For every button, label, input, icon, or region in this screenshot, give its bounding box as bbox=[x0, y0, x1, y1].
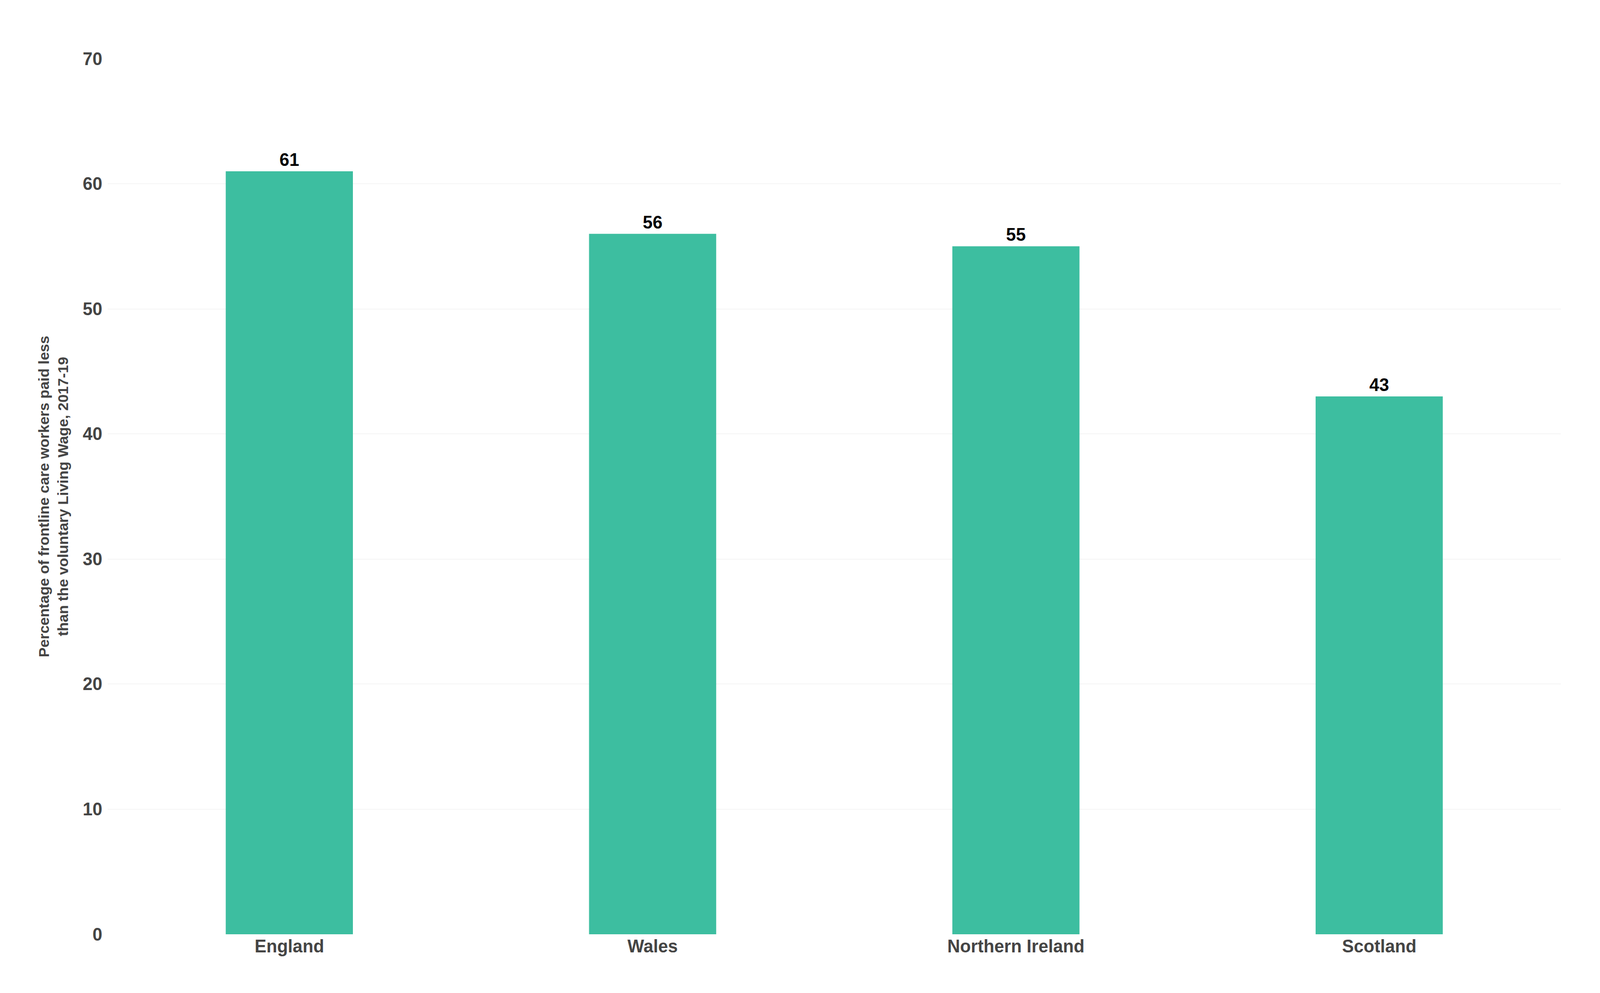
svg-text:20: 20 bbox=[82, 673, 103, 695]
svg-text:61: 61 bbox=[279, 149, 300, 170]
svg-text:0: 0 bbox=[92, 924, 103, 945]
svg-text:70: 70 bbox=[82, 48, 103, 70]
svg-text:Wales: Wales bbox=[627, 936, 678, 957]
svg-text:30: 30 bbox=[82, 549, 103, 570]
svg-text:56: 56 bbox=[642, 212, 663, 233]
svg-text:Percentage of frontline care w: Percentage of frontline care workers pai… bbox=[35, 335, 71, 658]
svg-text:England: England bbox=[254, 936, 325, 957]
svg-text:55: 55 bbox=[1006, 224, 1026, 245]
svg-text:50: 50 bbox=[82, 299, 103, 320]
svg-text:60: 60 bbox=[82, 173, 103, 194]
svg-text:10: 10 bbox=[82, 799, 103, 820]
svg-text:Northern Ireland: Northern Ireland bbox=[947, 936, 1085, 957]
svg-text:43: 43 bbox=[1369, 374, 1390, 395]
svg-text:40: 40 bbox=[82, 423, 103, 444]
svg-text:Scotland: Scotland bbox=[1342, 936, 1417, 957]
